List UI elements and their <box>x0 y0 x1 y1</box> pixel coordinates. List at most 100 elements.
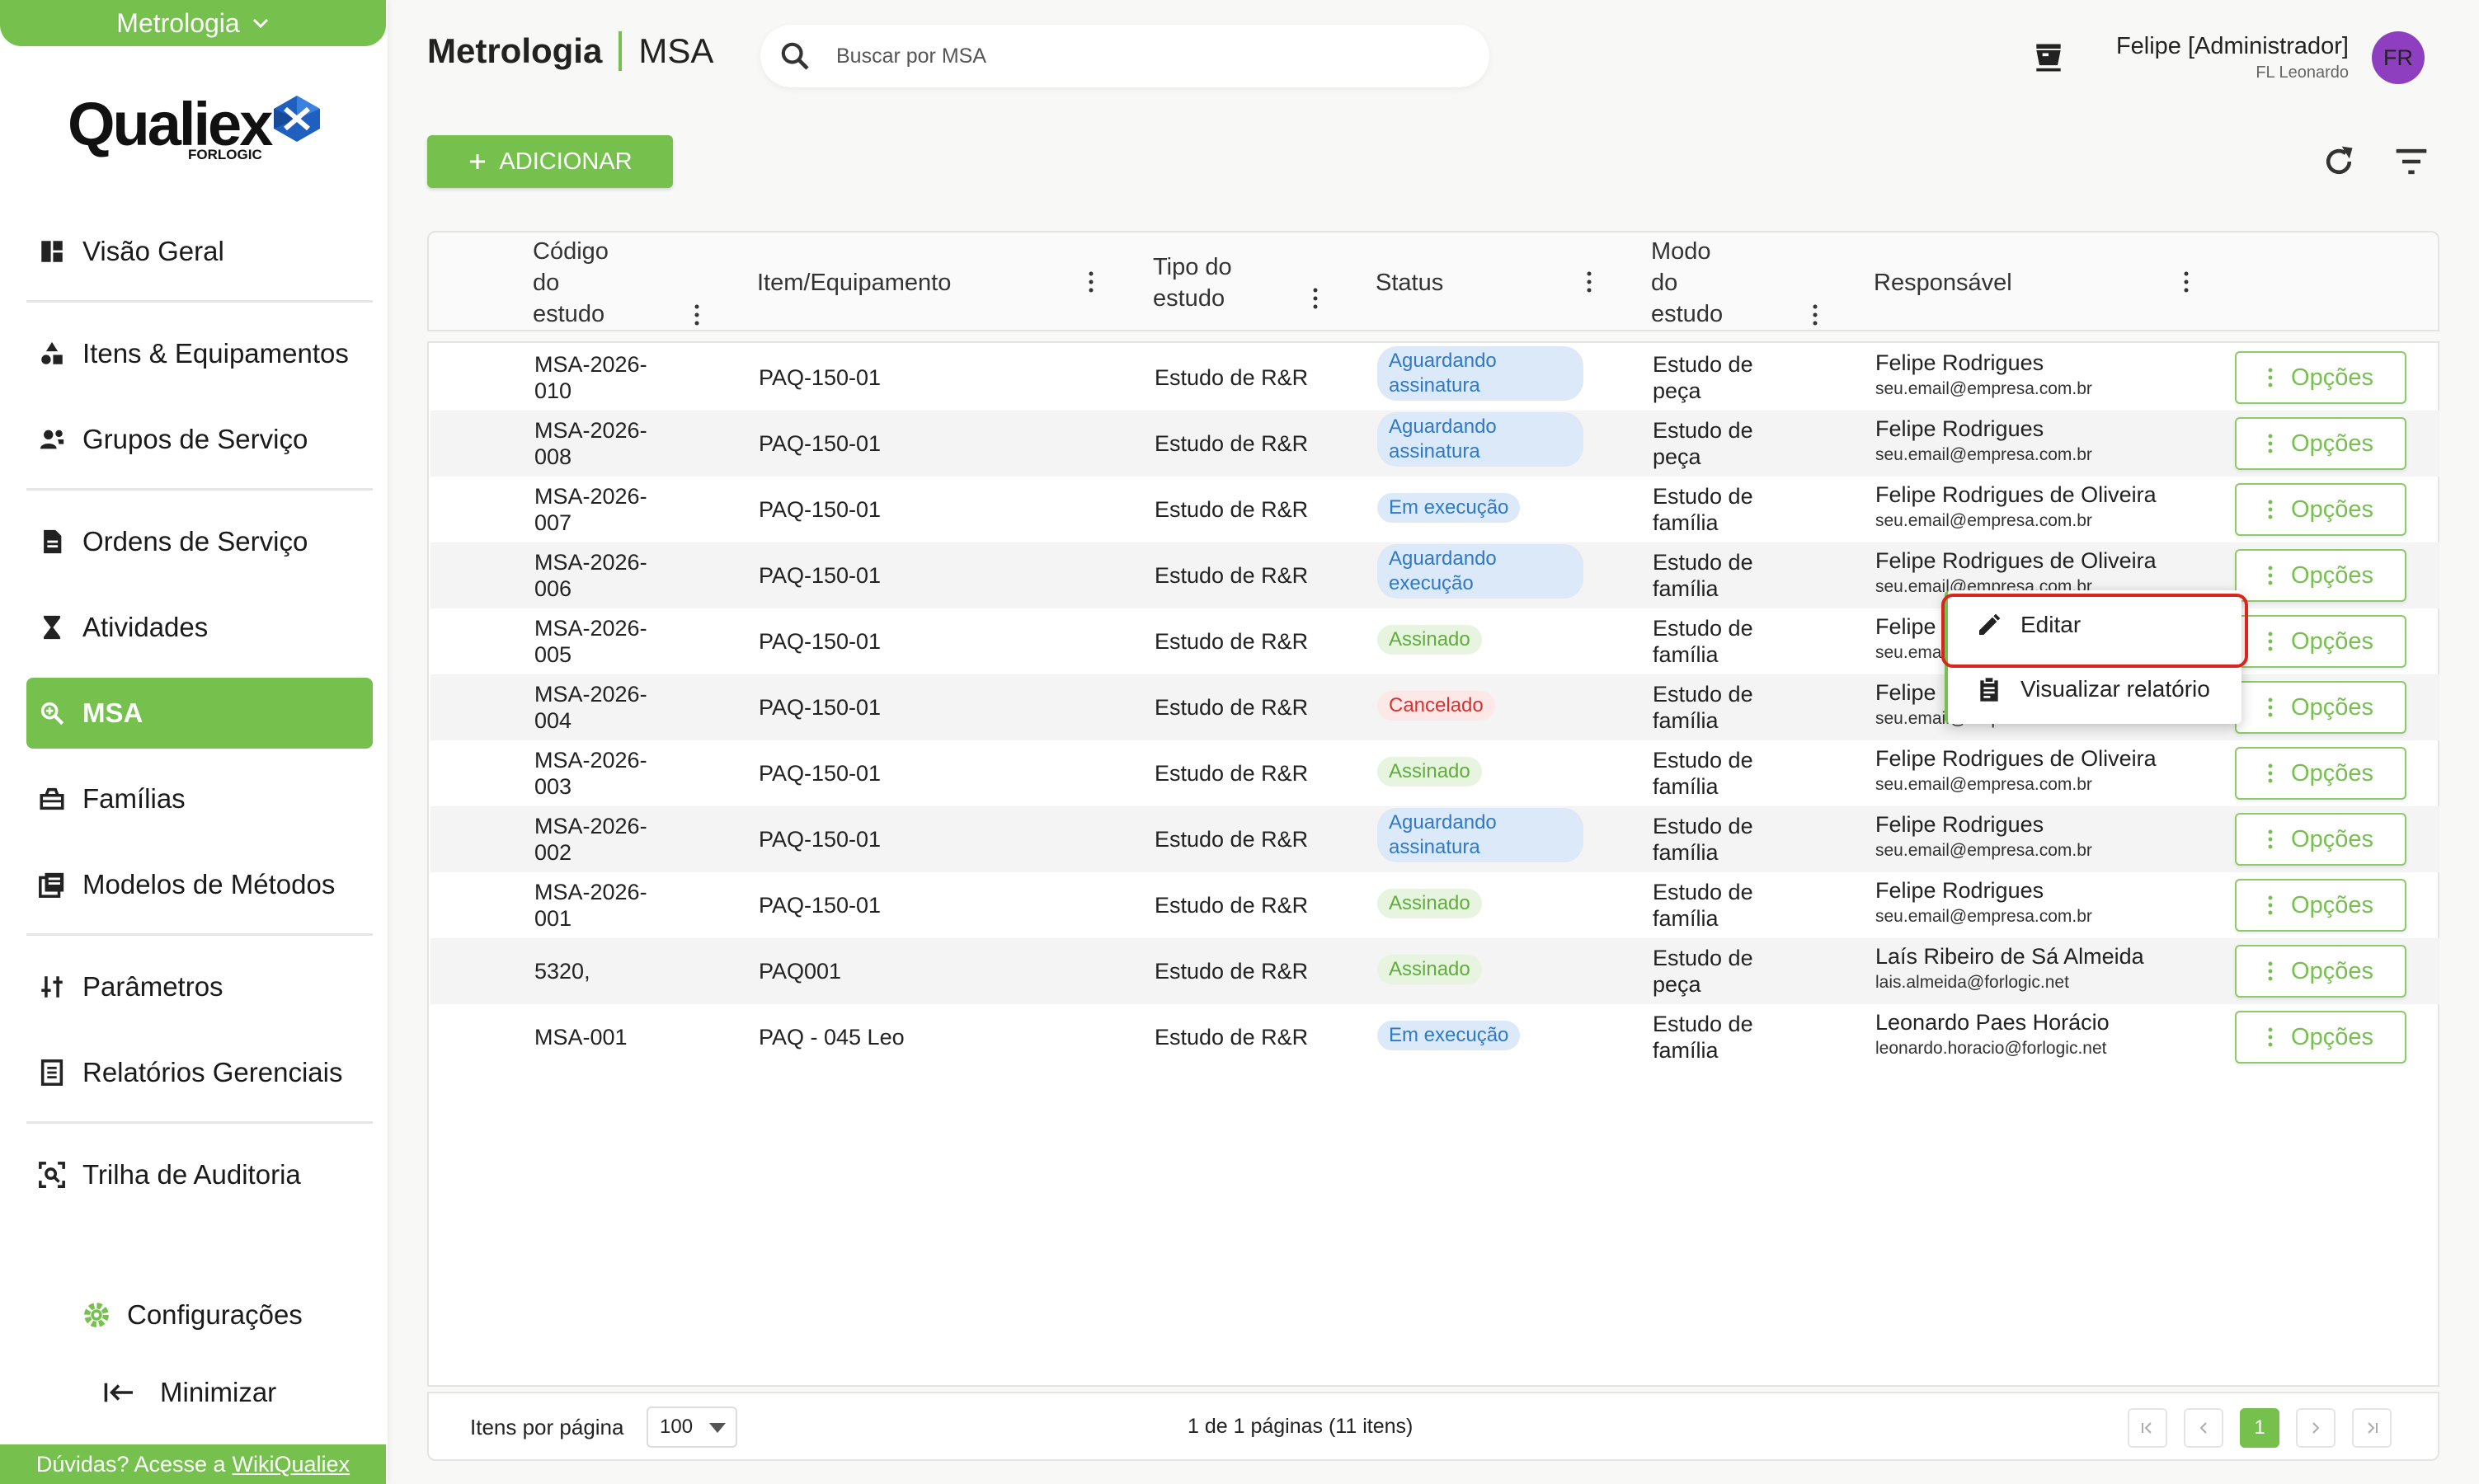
options-button[interactable]: Opções <box>2235 879 2406 932</box>
next-page-button[interactable] <box>2296 1408 2336 1448</box>
options-button[interactable]: Opções <box>2235 813 2406 866</box>
cell-codigo: MSA-2026- 010 <box>534 351 675 404</box>
table-row[interactable]: MSA-2026- 005 PAQ-150-01 Estudo de R&R Assin… <box>430 608 2439 674</box>
breadcrumb-module[interactable]: Metrologia <box>427 31 603 70</box>
sidebar-item-grupos-servico[interactable]: Grupos de Serviço <box>26 404 373 475</box>
column-menu-icon[interactable] <box>1089 270 1094 294</box>
options-button-label: Opções <box>2291 1023 2373 1050</box>
kebab-icon <box>2268 1027 2273 1047</box>
column-header-responsavel[interactable]: Responsável <box>1874 232 2189 333</box>
column-header-tipo[interactable]: Tipo do estudo <box>1153 232 1318 333</box>
column-menu-icon[interactable] <box>1587 270 1592 294</box>
sidebar-item-modelos-metodos[interactable]: Modelos de Métodos <box>26 849 373 920</box>
column-menu-icon[interactable] <box>694 303 699 326</box>
options-button[interactable]: Opções <box>2235 483 2406 536</box>
column-header-status[interactable]: Status <box>1376 232 1592 333</box>
options-button[interactable]: Opções <box>2235 681 2406 734</box>
options-button-label: Opções <box>2291 693 2373 721</box>
responsavel-email: seu.email@empresa.com.br <box>1875 379 2092 398</box>
minimize-button[interactable]: Minimizar <box>102 1377 276 1408</box>
cell-responsavel: Felipe seu.ema <box>1875 613 2222 666</box>
options-button[interactable]: Opções <box>2235 945 2406 998</box>
cell-responsavel: Felipe Rodrigues seu.email@empresa.com.br <box>1875 811 2222 864</box>
first-page-button[interactable] <box>2128 1408 2167 1448</box>
column-header-modo[interactable]: Modo do estudo <box>1651 232 1818 333</box>
cell-line: Estudo de <box>1653 880 1753 904</box>
table-row[interactable]: MSA-2026- 001 PAQ-150-01 Estudo de R&R Assin… <box>430 872 2439 938</box>
filter-icon[interactable] <box>2393 145 2430 178</box>
items-per-page-select[interactable]: 100 <box>647 1407 737 1448</box>
responsavel-name: Felipe Rodrigues de Oliveira <box>1875 548 2157 573</box>
options-button[interactable]: Opções <box>2235 549 2406 602</box>
avatar[interactable]: FR <box>2372 31 2425 84</box>
column-header-line: estudo <box>533 301 605 327</box>
table-row[interactable]: MSA-2026- 003 PAQ-150-01 Estudo de R&R Assin… <box>430 740 2439 806</box>
user-info[interactable]: Felipe [Administrador] FL Leonardo <box>2116 33 2349 82</box>
prev-page-button[interactable] <box>2184 1408 2223 1448</box>
add-button[interactable]: ADICIONAR <box>427 135 673 188</box>
column-menu-icon[interactable] <box>2184 270 2189 294</box>
table-row[interactable]: 5320, PAQ001 Estudo de R&R Assinado Estudo d… <box>430 938 2439 1004</box>
menu-item-editar[interactable]: Editar <box>1948 595 2241 655</box>
options-button[interactable]: Opções <box>2235 351 2406 404</box>
table-row[interactable]: MSA-2026- 002 PAQ-150-01 Estudo de R&R Aguar… <box>430 806 2439 872</box>
column-header-codigo[interactable]: Código do estudo <box>533 232 699 333</box>
responsavel-name: Leonardo Paes Horácio <box>1875 1010 2110 1035</box>
cell-codigo: MSA-2026- 001 <box>534 879 675 932</box>
sidebar-item-trilha-auditoria[interactable]: Trilha de Auditoria <box>26 1139 373 1210</box>
cell-line: MSA-2026- <box>534 550 647 575</box>
qualiex-logo: Qualiex FORLOGIC <box>68 86 332 176</box>
chevron-left-icon <box>2199 1422 2207 1434</box>
table-row[interactable]: MSA-2026- 007 PAQ-150-01 Estudo de R&R Em ex… <box>430 477 2439 542</box>
options-button[interactable]: Opções <box>2235 417 2406 470</box>
sidebar-item-atividades[interactable]: Atividades <box>26 592 373 663</box>
options-button[interactable]: Opções <box>2235 615 2406 668</box>
cell-line: Em execução <box>1389 496 1509 519</box>
options-button-label: Opções <box>2291 430 2373 457</box>
clipboard-icon <box>1980 676 1998 702</box>
coffee-cup-icon[interactable] <box>2030 40 2067 76</box>
cell-line: Assinado <box>1389 958 1470 980</box>
sidebar-item-ordens-servico[interactable]: Ordens de Serviço <box>26 506 373 577</box>
sidebar-item-visao-geral[interactable]: Visão Geral <box>26 216 373 287</box>
column-header-line: Tipo do <box>1153 254 1232 280</box>
column-header-line: do <box>533 270 560 296</box>
sidebar-divider <box>26 933 373 936</box>
table-row[interactable]: MSA-2026- 010 PAQ-150-01 Estudo de R&R Aguar… <box>430 345 2439 411</box>
cell-modo: Estudo de família <box>1653 681 1818 734</box>
zoom-icon <box>40 702 64 726</box>
sidebar-item-msa[interactable]: MSA <box>26 678 373 749</box>
hourglass-icon <box>44 615 60 640</box>
sidebar-item-itens-equipamentos[interactable]: Itens & Equipamentos <box>26 318 373 389</box>
options-button[interactable]: Opções <box>2235 747 2406 800</box>
options-button[interactable]: Opções <box>2235 1011 2406 1064</box>
column-menu-icon[interactable] <box>1313 287 1318 310</box>
settings-link[interactable]: Configurações <box>82 1299 303 1331</box>
breadcrumb: Metrologia MSA <box>427 31 713 71</box>
cell-line: Assinado <box>1389 892 1470 914</box>
column-header-line: Modo <box>1651 238 1711 265</box>
column-menu-icon[interactable] <box>1813 303 1818 326</box>
sidebar-item-label: Atividades <box>82 612 209 642</box>
cell-tipo: Estudo de R&R <box>1155 893 1309 918</box>
menu-item-visualizar-relatorio[interactable]: Visualizar relatório <box>1948 660 2241 719</box>
cell-codigo: MSA-2026- 006 <box>534 549 675 602</box>
table-row[interactable]: MSA-2026- 006 PAQ-150-01 Estudo de R&R Aguar… <box>430 542 2439 608</box>
module-selector[interactable]: Metrologia <box>0 0 386 46</box>
column-header-item[interactable]: Item/Equipamento <box>757 232 1094 333</box>
sidebar-item-relatorios-gerenciais[interactable]: Relatórios Gerenciais <box>26 1037 373 1108</box>
refresh-icon[interactable] <box>2321 143 2357 180</box>
last-page-button[interactable] <box>2352 1408 2392 1448</box>
sidebar-item-parametros[interactable]: Parâmetros <box>26 951 373 1022</box>
sidebar-item-label: Grupos de Serviço <box>82 424 308 454</box>
table-row[interactable]: MSA-2026- 008 PAQ-150-01 Estudo de R&R Aguar… <box>430 411 2439 477</box>
search-input[interactable] <box>836 44 1414 68</box>
wiki-link[interactable]: WikiQualiex <box>232 1451 350 1477</box>
current-page-button[interactable]: 1 <box>2240 1408 2279 1448</box>
cell-line: 004 <box>534 708 572 733</box>
sidebar-item-familias[interactable]: Famílias <box>26 763 373 834</box>
cell-tipo: Estudo de R&R <box>1155 563 1309 588</box>
options-button-label: Opções <box>2291 364 2373 391</box>
table-row[interactable]: MSA-001 PAQ - 045 Leo Estudo de R&R Em exec… <box>430 1004 2439 1070</box>
last-page-icon <box>2368 1422 2378 1434</box>
